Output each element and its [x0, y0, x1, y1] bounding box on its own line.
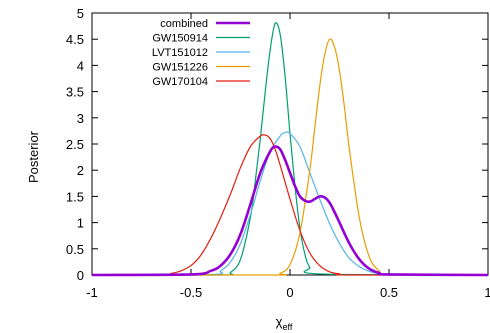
x-tick-label: 1	[484, 285, 490, 300]
x-axis-title-main: χ	[276, 314, 283, 329]
series-line-gw150914	[91, 22, 489, 276]
x-tick-label: -1	[86, 285, 98, 300]
y-tick-label: 2	[77, 163, 84, 178]
x-tick-label: 0	[286, 285, 293, 300]
legend-label-lvt151012: LVT151012	[152, 47, 208, 59]
x-tick-label: -0.5	[180, 285, 202, 300]
legend-label-gw150914: GW150914	[152, 33, 208, 45]
legend-label-combined: combined	[160, 18, 208, 30]
series-line-lvt151012	[91, 131, 488, 276]
y-tick-label: 0	[77, 268, 84, 283]
y-tick-label: 3.5	[66, 85, 84, 100]
x-axis-title: χeff	[276, 314, 293, 332]
legend-label-gw170104: GW170104	[152, 76, 208, 88]
y-tick-label: 5	[77, 6, 84, 21]
y-tick-label: 1.5	[66, 189, 84, 204]
y-tick-label: 4	[77, 58, 84, 73]
y-tick-label: 2.5	[66, 137, 84, 152]
y-tick-label: 0.5	[66, 242, 84, 257]
series-line-combined	[91, 145, 489, 277]
y-tick-label: 1	[77, 216, 84, 231]
x-tick-label: 0.5	[380, 285, 398, 300]
y-tick-label: 3	[77, 111, 84, 126]
x-axis-title-subscript: eff	[282, 322, 292, 332]
legend-label-gw151226: GW151226	[152, 62, 208, 74]
y-tick-label: 4.5	[66, 32, 84, 47]
y-axis-title: Posterior	[26, 130, 41, 183]
series-line-gw151226	[91, 38, 489, 276]
series-line-gw170104	[91, 134, 488, 276]
